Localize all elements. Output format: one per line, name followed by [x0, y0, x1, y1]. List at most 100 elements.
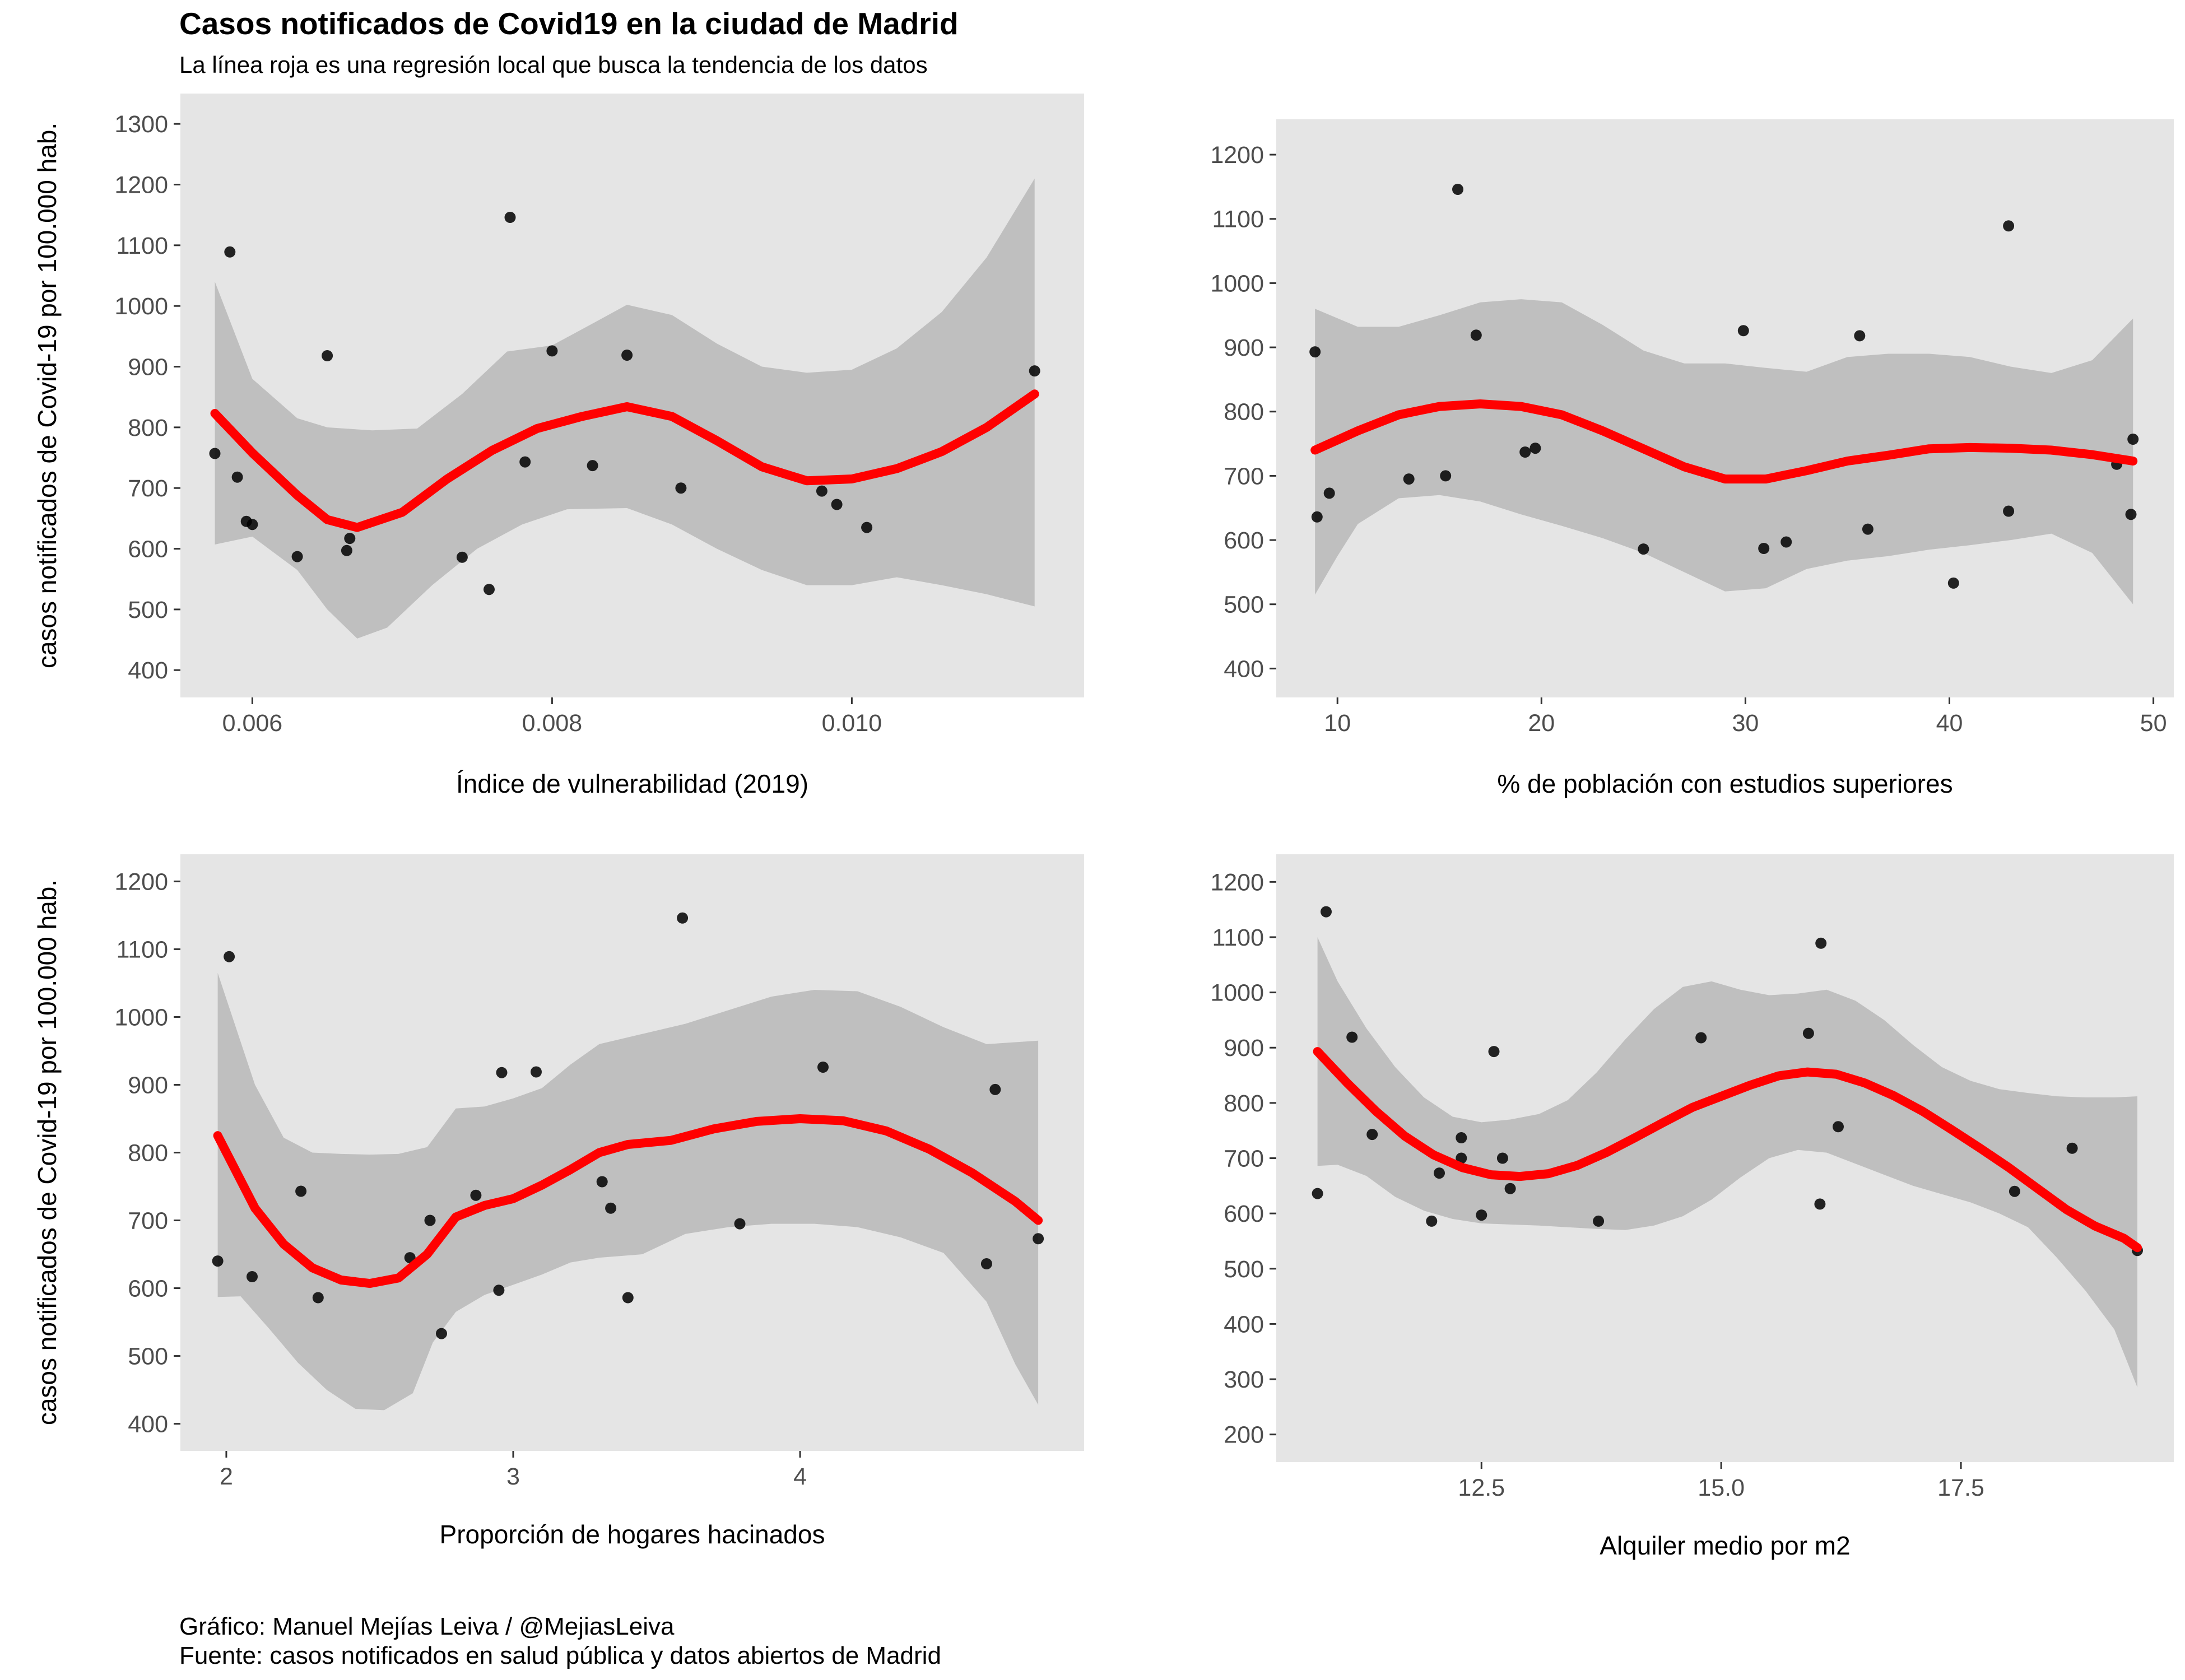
chart-panel-2: 400 500 600 700 800 900 1000 1100 1200 10 20 30 40 50… [1210, 119, 2174, 798]
data-point [2003, 220, 2015, 232]
data-point [484, 584, 495, 595]
chart-panel-1: 400 500 600 700 800 900 1000 1100 1200 1300 0.006 0… [32, 94, 1084, 798]
data-point [1488, 1046, 1500, 1058]
x-tick-label: 50 [2140, 710, 2167, 737]
data-point [322, 350, 333, 361]
x-tick-label: 0.010 [822, 710, 882, 737]
data-point [1476, 1209, 1487, 1221]
data-point [2009, 1185, 2020, 1197]
data-point [291, 551, 303, 562]
data-point [1309, 346, 1321, 358]
y-tick-label: 500 [1224, 592, 1264, 618]
data-point [1854, 330, 1866, 342]
y-tick-label: 800 [128, 415, 168, 441]
y-tick-label: 1200 [1210, 142, 1264, 169]
x-tick-label: 2 [220, 1463, 233, 1490]
data-point [456, 551, 468, 563]
data-point [816, 485, 827, 497]
x-tick-label: 3 [506, 1463, 520, 1490]
caption-source: Fuente: casos notificados en salud públi… [179, 1642, 941, 1669]
data-point [344, 533, 356, 545]
y-axis-label: casos notificados de Covid-19 por 100.00… [32, 879, 62, 1425]
data-point [546, 345, 558, 357]
data-point [1814, 1198, 1826, 1210]
data-point [312, 1292, 324, 1304]
data-point [1426, 1215, 1438, 1227]
data-point [231, 471, 243, 483]
trend-line [1310, 399, 2138, 484]
data-point [1496, 1152, 1508, 1164]
data-point [1403, 473, 1415, 485]
data-point [1758, 543, 1770, 554]
data-point [247, 519, 258, 530]
y-tick-label: 1100 [1212, 924, 1264, 951]
x-axis-label: % de población con estudios superiores [1497, 769, 1952, 798]
y-tick-label: 1100 [117, 936, 168, 963]
y-tick-label: 800 [1224, 1090, 1264, 1117]
data-point [1519, 446, 1531, 458]
data-point [424, 1214, 436, 1226]
data-point [1504, 1183, 1516, 1194]
y-tick-label: 500 [128, 1343, 168, 1370]
data-point [295, 1185, 307, 1197]
data-point [224, 951, 235, 962]
data-point [341, 545, 352, 556]
data-point [861, 522, 873, 533]
x-tick-label: 12.5 [1458, 1474, 1505, 1501]
data-point [1947, 577, 1959, 589]
confidence-band [217, 972, 1039, 1411]
data-point [1311, 511, 1323, 523]
y-tick-label: 900 [1224, 334, 1264, 361]
y-tick-label: 1100 [1212, 206, 1264, 233]
y-tick-label: 500 [1224, 1256, 1264, 1283]
caption-author: Gráfico: Manuel Mejías Leiva / @MejiasLe… [179, 1613, 675, 1640]
data-point [2127, 434, 2139, 445]
x-tick-label: 4 [793, 1463, 807, 1490]
y-tick-label: 900 [1224, 1035, 1264, 1062]
data-point [817, 1062, 829, 1073]
x-axis-label: Alquiler medio por m2 [1600, 1531, 1850, 1560]
data-point [989, 1083, 1001, 1095]
y-tick-label: 600 [128, 1276, 168, 1302]
data-point [1452, 184, 1463, 195]
y-tick-label: 700 [1224, 1146, 1264, 1172]
data-point [734, 1218, 746, 1230]
data-point [1440, 470, 1452, 482]
y-tick-label: 400 [128, 657, 168, 684]
x-axis-label: Proporción de hogares hacinados [440, 1520, 825, 1549]
data-point [831, 499, 843, 510]
data-point [1366, 1129, 1378, 1141]
data-point [1593, 1215, 1605, 1227]
data-point [496, 1067, 508, 1078]
y-tick-label: 1200 [1210, 869, 1264, 896]
data-point [1456, 1132, 1467, 1143]
data-point [1434, 1167, 1445, 1179]
x-tick-label: 10 [1324, 710, 1351, 737]
data-point [2125, 509, 2137, 520]
data-point [1033, 1233, 1044, 1245]
x-tick-label: 0.008 [522, 710, 583, 737]
data-point [596, 1176, 608, 1188]
data-point [504, 212, 516, 223]
data-point [677, 912, 689, 924]
data-point [1737, 325, 1749, 337]
data-point [493, 1285, 505, 1296]
y-tick-label: 400 [1224, 655, 1264, 682]
data-point [1862, 523, 1873, 535]
chart-subtitle: La línea roja es una regresión local que… [179, 52, 928, 78]
confidence-band [1315, 299, 2133, 604]
y-tick-label: 1200 [114, 868, 168, 895]
data-point [1530, 443, 1541, 454]
chart-panel-3: 400 500 600 700 800 900 1000 1100 1200 2 3 4 Proporc… [32, 854, 1084, 1549]
y-tick-label: 600 [1224, 1200, 1264, 1227]
data-point [1470, 329, 1482, 341]
y-tick-label: 1000 [114, 293, 168, 320]
y-tick-label: 600 [1224, 527, 1264, 554]
data-point [605, 1202, 617, 1214]
data-point [519, 456, 531, 468]
data-point [587, 460, 598, 472]
y-tick-label: 400 [128, 1411, 168, 1438]
y-tick-label: 300 [1224, 1366, 1264, 1393]
data-point [1638, 543, 1649, 555]
